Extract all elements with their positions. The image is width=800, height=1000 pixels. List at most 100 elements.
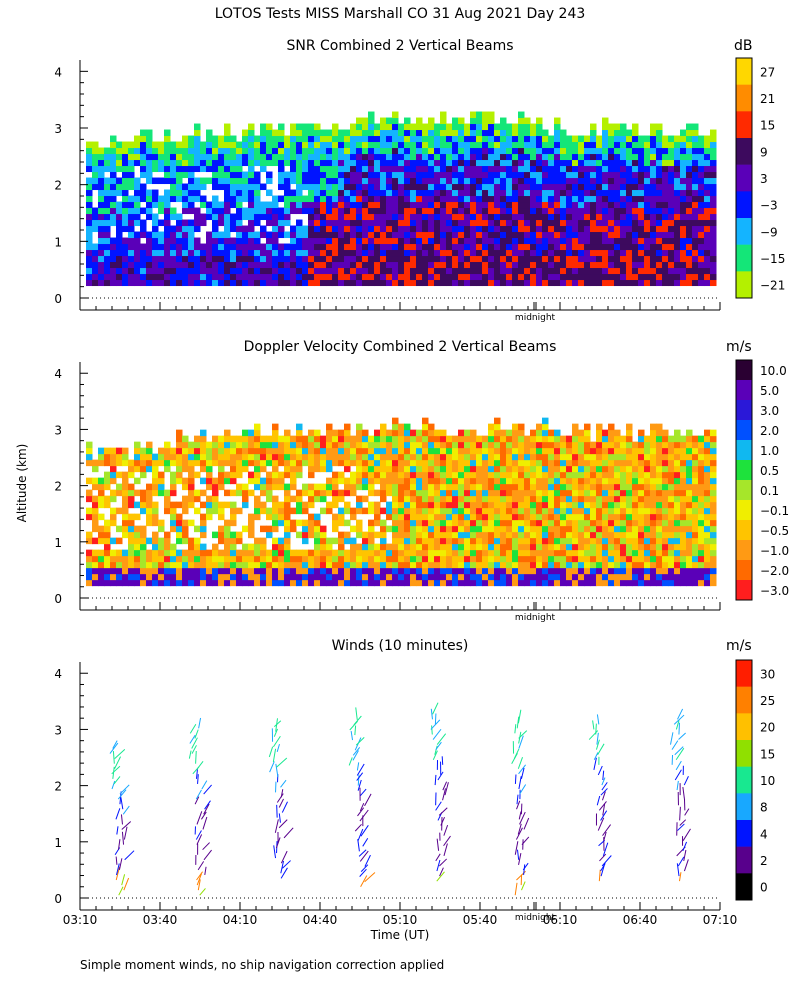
doppler-cell — [596, 441, 603, 449]
doppler-cell — [392, 543, 399, 551]
doppler-cell — [188, 459, 195, 467]
snr-cell — [704, 279, 711, 287]
snr-cell — [422, 249, 429, 257]
doppler-cell — [134, 447, 141, 455]
snr-cell — [122, 219, 129, 227]
doppler-cell — [446, 579, 453, 587]
doppler-cell — [644, 495, 651, 503]
snr-cell — [182, 279, 189, 287]
snr-cell — [272, 237, 279, 245]
snr-cell — [146, 237, 153, 245]
snr-cell — [698, 201, 705, 209]
snr-cell — [332, 249, 339, 257]
doppler-cell — [446, 495, 453, 503]
doppler-cell — [572, 459, 579, 467]
doppler-cell — [464, 537, 471, 545]
doppler-cell — [530, 537, 537, 545]
snr-cell — [326, 261, 333, 269]
snr-cell — [638, 177, 645, 185]
snr-cell — [140, 171, 147, 179]
doppler-cell — [518, 441, 525, 449]
snr-cell — [98, 219, 105, 227]
doppler-cell — [290, 453, 297, 461]
doppler-cell — [554, 549, 561, 557]
snr-cell — [698, 237, 705, 245]
snr-cell — [380, 135, 387, 143]
snr-cell — [554, 267, 561, 275]
snr-cell — [650, 237, 657, 245]
doppler-cell — [590, 555, 597, 563]
snr-cell — [134, 177, 141, 185]
snr-cell — [626, 231, 633, 239]
snr-cell — [428, 207, 435, 215]
snr-cell — [284, 279, 291, 287]
doppler-cell — [128, 579, 135, 587]
doppler-cell — [422, 489, 429, 497]
doppler-cell — [356, 447, 363, 455]
snr-cell — [596, 165, 603, 173]
doppler-cell — [422, 453, 429, 461]
doppler-cell — [380, 495, 387, 503]
snr-cell — [686, 159, 693, 167]
snr-cell — [140, 249, 147, 257]
doppler-cell — [290, 465, 297, 473]
snr-cell — [212, 237, 219, 245]
doppler-cell — [602, 471, 609, 479]
snr-cell — [668, 267, 675, 275]
snr-cell — [194, 129, 201, 137]
doppler-cell — [530, 567, 537, 575]
doppler-cell — [230, 579, 237, 587]
doppler-cell — [344, 465, 351, 473]
doppler-cell — [536, 471, 543, 479]
doppler-cell — [236, 561, 243, 569]
snr-cell — [638, 279, 645, 287]
snr-cell — [650, 189, 657, 197]
snr-cell — [494, 267, 501, 275]
snr-cell — [302, 171, 309, 179]
doppler-cell — [152, 483, 159, 491]
snr-cell — [338, 177, 345, 185]
doppler-cell — [242, 441, 249, 449]
doppler-cell — [494, 501, 501, 509]
snr-cell — [458, 207, 465, 215]
snr-cell — [356, 165, 363, 173]
snr-cell — [194, 153, 201, 161]
snr-cell — [386, 189, 393, 197]
doppler-cell — [284, 579, 291, 587]
snr-cell — [362, 231, 369, 239]
snr-cell — [266, 237, 273, 245]
snr-cell — [314, 243, 321, 251]
snr-cell — [314, 279, 321, 287]
doppler-cell — [476, 513, 483, 521]
doppler-cell — [488, 483, 495, 491]
doppler-cell — [152, 507, 159, 515]
snr-cell — [326, 165, 333, 173]
snr-cell — [470, 141, 477, 149]
doppler-cell — [302, 459, 309, 467]
snr-cell — [296, 165, 303, 173]
snr-cell — [326, 243, 333, 251]
snr-cell — [224, 171, 231, 179]
snr-cell — [548, 231, 555, 239]
snr-cell — [206, 159, 213, 167]
snr-cell — [158, 261, 165, 269]
doppler-cell — [608, 555, 615, 563]
snr-cell — [416, 207, 423, 215]
doppler-cell — [470, 525, 477, 533]
snr-cell — [230, 267, 237, 275]
doppler-cell — [194, 471, 201, 479]
doppler-cell — [554, 483, 561, 491]
doppler-cell — [182, 519, 189, 527]
doppler-cell — [194, 549, 201, 557]
snr-cell — [188, 195, 195, 203]
doppler-cell — [332, 567, 339, 575]
snr-cell — [182, 267, 189, 275]
doppler-cell — [482, 543, 489, 551]
snr-cell — [116, 267, 123, 275]
doppler-cell — [680, 441, 687, 449]
doppler-cell — [416, 549, 423, 557]
doppler-cell — [590, 495, 597, 503]
snr-cell — [338, 225, 345, 233]
doppler-cell — [260, 441, 267, 449]
doppler-cell — [176, 579, 183, 587]
